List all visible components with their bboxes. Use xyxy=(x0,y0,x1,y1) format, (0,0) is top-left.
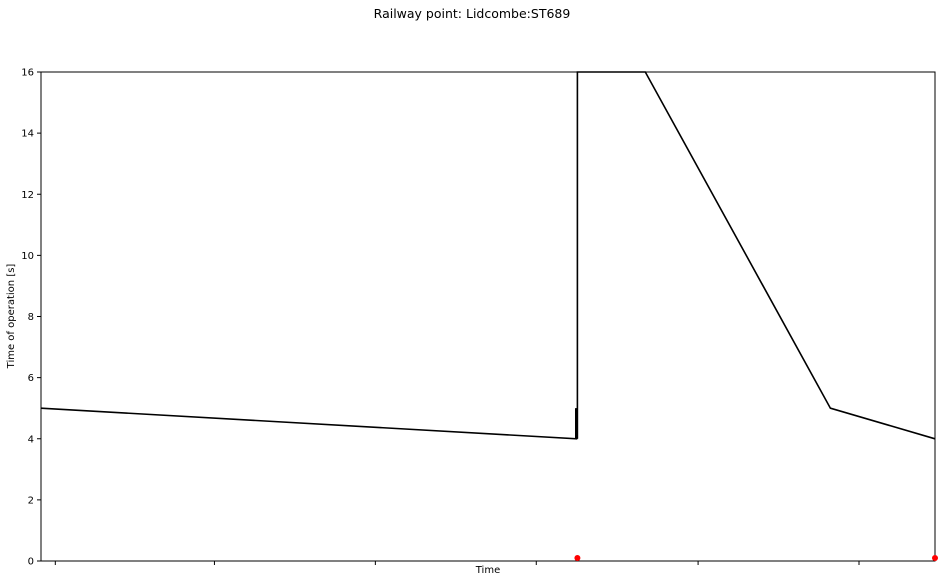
series-line xyxy=(40,71,936,440)
y-tick-label: 4 xyxy=(28,434,34,445)
plot-area xyxy=(40,71,936,562)
y-tick-label: 6 xyxy=(28,373,34,384)
y-tick-label: 14 xyxy=(21,129,34,140)
event-marker xyxy=(932,554,938,561)
y-tick-label: 2 xyxy=(28,495,34,506)
y-tick-label: 8 xyxy=(28,312,34,323)
y-tick-label: 0 xyxy=(28,557,34,568)
marker-layer xyxy=(574,554,938,561)
event-marker xyxy=(574,554,581,561)
x-axis-label: Time xyxy=(475,565,500,576)
y-axis-label: Time of operation [s] xyxy=(6,264,17,370)
series-layer xyxy=(40,71,936,440)
y-tick-label: 12 xyxy=(21,190,34,201)
y-tick-label: 16 xyxy=(21,68,34,79)
y-axis: 0 2 4 6 8 10 12 14 16 xyxy=(21,68,41,568)
x-axis xyxy=(54,561,860,565)
y-tick-label: 10 xyxy=(21,251,34,262)
chart-title: Railway point: Lidcombe:ST689 xyxy=(374,6,571,21)
